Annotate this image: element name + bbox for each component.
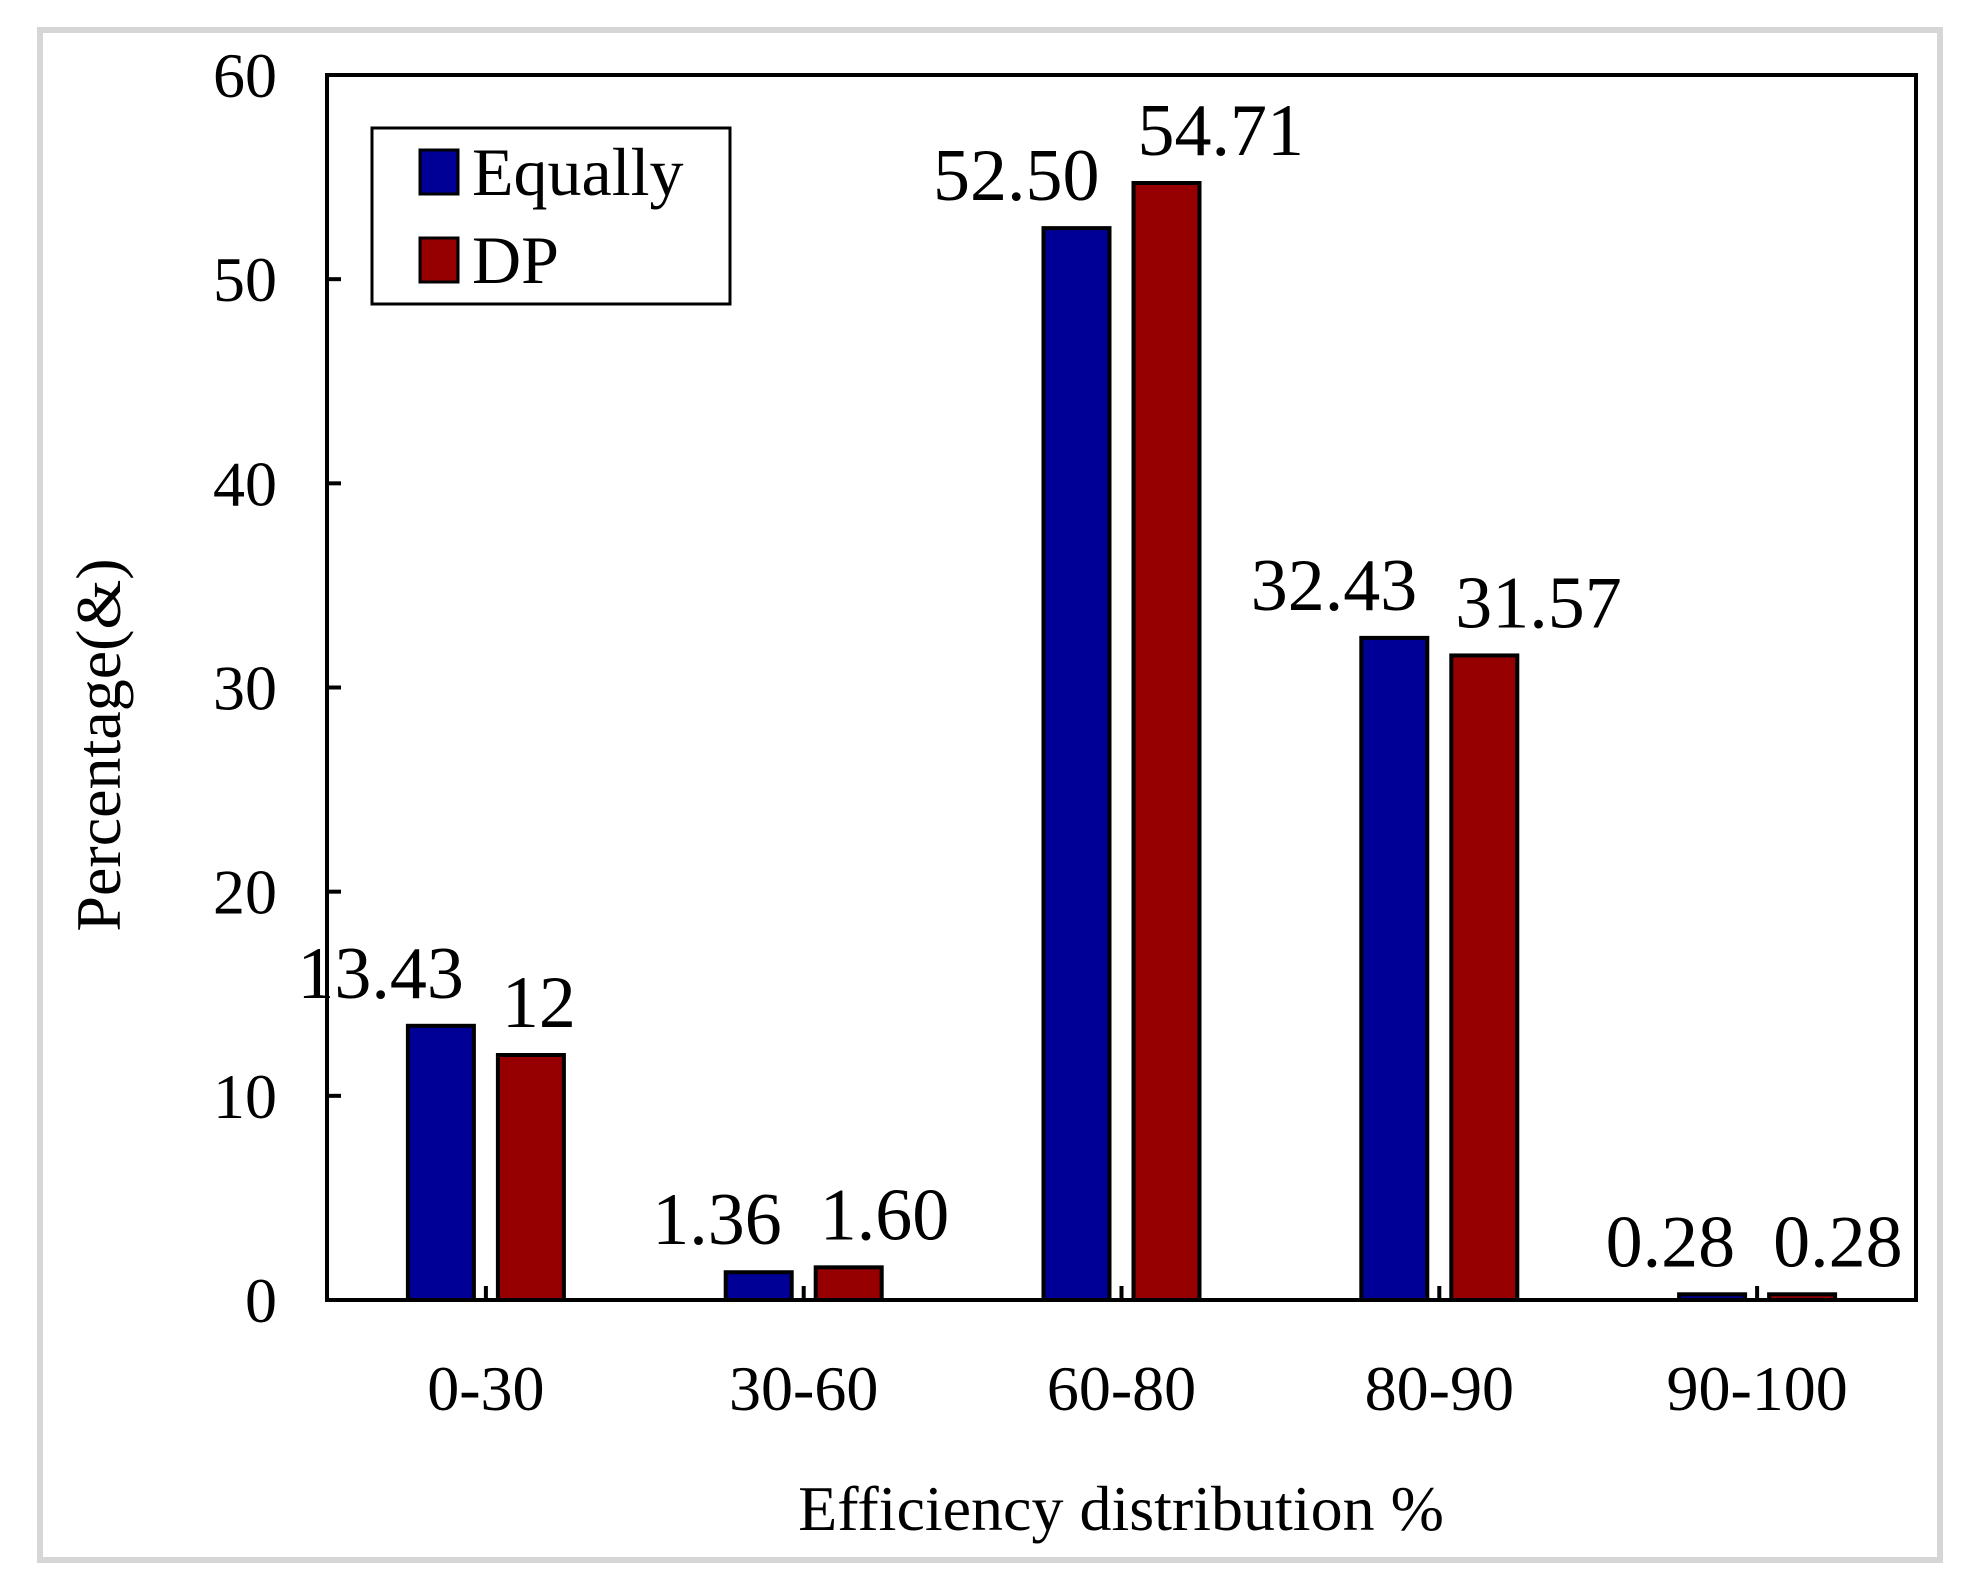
data-label-equally-90-100: 0.28 <box>1606 1201 1736 1283</box>
data-label-dp-90-100: 0.28 <box>1773 1201 1903 1283</box>
bar-dp-80-90 <box>1449 653 1520 1302</box>
x-axis-title: Efficiency distribution % <box>798 1473 1444 1544</box>
y-axis-title: Percentage(&) <box>63 558 134 931</box>
legend-label-equally: Equally <box>472 134 684 210</box>
data-label-equally-60-80: 52.50 <box>933 135 1100 217</box>
data-label-equally-80-90: 32.43 <box>1251 545 1418 627</box>
data-labels-layer: 13.43 12 1.36 1.60 52.50 54.71 32.43 31.57 0.28 0… <box>297 90 1902 1283</box>
bar-equally-0-30 <box>405 1023 476 1303</box>
legend: Equally DP <box>370 126 732 306</box>
data-label-equally-30-60: 1.36 <box>652 1179 782 1261</box>
y-tick-label: 0 <box>245 1265 277 1336</box>
bar-equally-60-80 <box>1041 226 1112 1302</box>
axis-layer: 0-30 30-60 60-80 80-90 90-100 0 10 20 30 40 50 60 <box>213 40 1848 1424</box>
bars-layer <box>405 181 1838 1303</box>
x-tick-label: 90-100 <box>1666 1353 1847 1424</box>
legend-swatch-equally <box>418 148 460 196</box>
figure-frame <box>37 27 1943 1563</box>
x-tick-label: 30-60 <box>729 1353 878 1424</box>
y-tick-label: 50 <box>213 244 277 315</box>
y-tick-label: 30 <box>213 653 277 724</box>
x-tick-label: 60-80 <box>1047 1353 1196 1424</box>
data-label-equally-0-30: 13.43 <box>297 933 464 1015</box>
bar-equally-80-90 <box>1359 635 1430 1302</box>
data-label-dp-0-30: 12 <box>502 962 576 1044</box>
data-label-dp-30-60: 1.60 <box>820 1174 950 1256</box>
y-tick-label: 60 <box>213 40 277 111</box>
bar-equally-30-60 <box>723 1270 794 1302</box>
x-tick-label: 0-30 <box>427 1353 544 1424</box>
bar-dp-60-80 <box>1131 181 1202 1303</box>
y-tick-label: 10 <box>213 1061 277 1132</box>
plot-area <box>325 73 1918 1302</box>
data-label-dp-60-80: 54.71 <box>1138 90 1305 172</box>
y-tick-label: 40 <box>213 448 277 519</box>
y-tick-label: 20 <box>213 857 277 928</box>
legend-swatch-dp <box>418 236 460 284</box>
bar-dp-30-60 <box>813 1265 884 1303</box>
data-label-dp-80-90: 31.57 <box>1455 562 1622 644</box>
legend-label-dp: DP <box>472 222 559 298</box>
bar-dp-0-30 <box>495 1053 566 1302</box>
x-tick-label: 80-90 <box>1365 1353 1514 1424</box>
